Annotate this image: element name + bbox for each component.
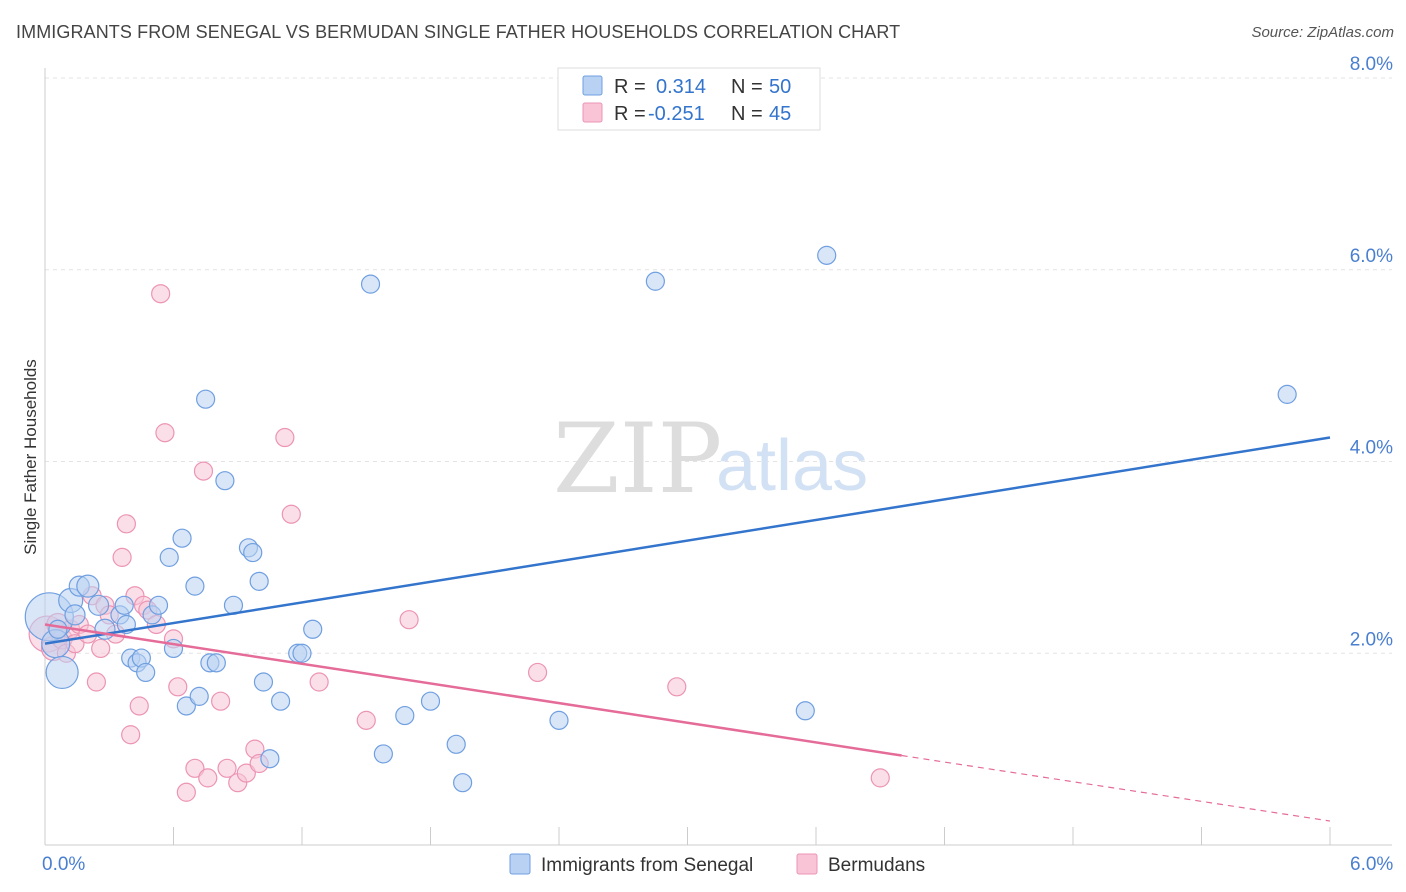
senegal-point-18 (159, 547, 179, 567)
legend-swatch-bermudans (796, 853, 818, 875)
legend-label-senegal: Immigrants from Senegal (541, 855, 753, 876)
senegal-points (24, 245, 1297, 793)
axes (44, 68, 1392, 846)
senegal-point-2 (45, 655, 79, 690)
bermudans-point-11 (91, 638, 111, 659)
senegal-point-38 (360, 274, 381, 294)
bermudans-point-17 (121, 725, 141, 745)
senegal-point-20 (172, 528, 192, 548)
bermudans-point-29 (193, 461, 214, 481)
bermudans-point-40 (356, 710, 376, 730)
stats-legend-swatch-pink (582, 102, 603, 123)
senegal-point-41 (420, 691, 441, 711)
stats-legend-r-label-blue: R = (614, 76, 646, 98)
senegal-point-26 (206, 653, 226, 673)
watermark-zip: ZIP (553, 403, 722, 515)
bermudans-point-28 (185, 758, 205, 778)
senegal-point-7 (87, 594, 110, 616)
bermudans-point-24 (155, 423, 175, 443)
senegal-point-48 (1277, 384, 1297, 404)
senegal-point-44 (549, 710, 569, 730)
bermudans-point-30 (198, 768, 218, 788)
bermudans-point-44 (870, 768, 890, 788)
senegal-point-37 (303, 619, 323, 639)
bermudans-point-39 (309, 672, 329, 692)
bermudans-point-26 (168, 677, 188, 697)
bermudans-point-34 (236, 763, 256, 783)
y-tick-labels: 2.0% 4.0% 6.0% 8.0% (1350, 54, 1393, 650)
bermudans-point-16 (116, 514, 136, 534)
stats-legend-swatch-blue (582, 75, 603, 96)
stats-legend-n-value-pink: 45 (769, 103, 791, 125)
y-tick-label-0: 2.0% (1350, 629, 1393, 650)
senegal-point-15 (136, 662, 156, 683)
senegal-point-40 (395, 705, 415, 726)
y-tick-label-2: 6.0% (1350, 246, 1393, 267)
bermudans-point-27 (176, 782, 196, 802)
senegal-point-17 (148, 595, 169, 615)
bermudans-point-43 (667, 677, 687, 697)
senegal-point-32 (253, 672, 274, 692)
legend-label-bermudans: Bermudans (828, 855, 925, 876)
y-tick-label-1: 4.0% (1350, 438, 1393, 459)
stats-legend-r-value-blue: 0.314 (656, 76, 706, 98)
x-tick-label-min: 0.0% (42, 854, 85, 875)
bermudans-point-31 (211, 691, 231, 711)
bermudans-point-19 (129, 696, 149, 716)
legend-swatch-senegal (509, 853, 531, 875)
senegal-point-49 (48, 619, 68, 639)
senegal-point-27 (215, 471, 235, 491)
senegal-point-22 (185, 576, 205, 596)
bermudans-trend-line (44, 623, 902, 757)
chart-title: IMMIGRANTS FROM SENEGAL VS BERMUDAN SING… (16, 22, 901, 42)
senegal-point-21 (176, 696, 196, 716)
bermudans-point-8 (78, 624, 98, 644)
x-tick-labels: 0.0% 6.0% (42, 854, 1393, 875)
bermudans-point-23 (151, 284, 171, 304)
senegal-point-10 (114, 595, 134, 615)
bermudans-points (28, 284, 890, 802)
senegal-point-45 (645, 271, 665, 291)
senegal-point-33 (260, 749, 280, 769)
y-tick-label-3: 8.0% (1350, 54, 1393, 75)
bermudans-point-37 (275, 427, 295, 448)
bermudans-point-38 (281, 504, 301, 524)
gridlines (45, 77, 1392, 654)
senegal-point-43 (453, 773, 473, 793)
senegal-point-30 (243, 542, 263, 563)
senegal-point-23 (189, 686, 209, 706)
bermudans-point-32 (217, 758, 237, 778)
senegal-point-42 (446, 734, 466, 754)
senegal-point-4 (64, 604, 86, 626)
stats-legend-r-label-pink: R = (614, 103, 646, 125)
stats-legend-n-label-pink: N = (731, 103, 763, 125)
senegal-point-46 (795, 701, 815, 721)
senegal-point-39 (373, 744, 393, 764)
stats-legend: R = 0.314 N = 50 R = -0.251 N = 45 (557, 67, 821, 131)
stats-legend-n-value-blue: 50 (769, 76, 791, 98)
trend-lines (44, 436, 1331, 822)
stats-legend-r-value-pink: -0.251 (648, 103, 705, 125)
bermudans-point-10 (86, 672, 107, 692)
senegal-point-34 (270, 691, 291, 711)
y-axis-label: Single Father Households (21, 359, 40, 555)
bermudans-point-41 (399, 610, 419, 630)
senegal-point-24 (196, 389, 216, 409)
watermark: ZIP atlas (553, 403, 868, 515)
senegal-point-31 (249, 571, 269, 591)
senegal-trend-line (44, 436, 1331, 645)
bermudans-point-15 (112, 547, 132, 567)
bermudans-trend-line-extension (901, 754, 1331, 822)
senegal-point-36 (292, 643, 312, 663)
series-legend: Immigrants from Senegal Bermudans (509, 853, 925, 876)
stats-legend-n-label-blue: N = (731, 76, 763, 98)
x-tick-label-max: 6.0% (1350, 854, 1393, 875)
chart-source: Source: ZipAtlas.com (1251, 24, 1394, 41)
bermudans-point-42 (527, 662, 548, 683)
senegal-point-6 (76, 574, 100, 598)
senegal-point-47 (817, 245, 837, 265)
watermark-atlas: atlas (716, 426, 868, 506)
